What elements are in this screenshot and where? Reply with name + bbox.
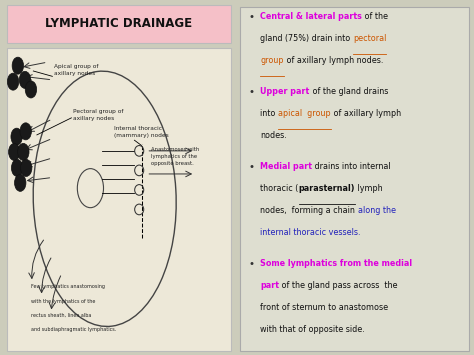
Text: Pectoral group of: Pectoral group of [73, 109, 123, 114]
Text: Anastomoses with: Anastomoses with [151, 147, 200, 152]
Circle shape [25, 81, 36, 98]
Circle shape [11, 128, 22, 145]
Text: (mammary) nodes: (mammary) nodes [114, 133, 169, 138]
Text: into: into [260, 109, 278, 118]
Text: axillary nodes: axillary nodes [54, 71, 95, 76]
Text: •: • [248, 162, 255, 172]
Text: Upper part: Upper part [260, 87, 310, 96]
Text: rectus sheath, linea alba: rectus sheath, linea alba [31, 313, 91, 318]
Text: lymphatics of the: lymphatics of the [151, 154, 197, 159]
FancyBboxPatch shape [7, 48, 231, 351]
Text: of axillary lymph: of axillary lymph [331, 109, 401, 118]
Text: Some lymphatics from the medial: Some lymphatics from the medial [260, 259, 412, 268]
Text: of the gland pass across  the: of the gland pass across the [279, 281, 398, 290]
Text: front of sternum to anastomose: front of sternum to anastomose [260, 303, 389, 312]
Circle shape [18, 143, 29, 160]
Circle shape [19, 71, 31, 88]
Text: parasternal): parasternal) [299, 184, 355, 193]
Text: axillary nodes: axillary nodes [73, 116, 114, 121]
Circle shape [9, 143, 20, 160]
Text: LYMPHATIC DRAINAGE: LYMPHATIC DRAINAGE [46, 17, 192, 29]
Text: Few lymphatics anastomosing: Few lymphatics anastomosing [31, 284, 105, 289]
Text: part: part [260, 281, 279, 290]
Text: group: group [260, 56, 284, 65]
Text: drains into internal: drains into internal [312, 162, 391, 171]
Text: •: • [248, 87, 255, 97]
Text: Apical group of: Apical group of [54, 64, 98, 69]
Text: nodes,  forming a chain: nodes, forming a chain [260, 206, 358, 215]
Text: with that of opposite side.: with that of opposite side. [260, 325, 365, 334]
Text: nodes.: nodes. [260, 131, 287, 140]
FancyBboxPatch shape [7, 5, 231, 43]
Text: of axillary lymph nodes.: of axillary lymph nodes. [284, 56, 383, 65]
Text: along the: along the [358, 206, 396, 215]
Circle shape [20, 159, 32, 176]
Text: of the: of the [362, 12, 388, 21]
Text: •: • [248, 12, 255, 22]
Text: with the lymphatics of the: with the lymphatics of the [31, 299, 95, 304]
Text: opposite breast.: opposite breast. [151, 161, 194, 166]
Text: Medial part: Medial part [260, 162, 312, 171]
Circle shape [15, 174, 26, 191]
Text: internal thoracic vessels.: internal thoracic vessels. [260, 228, 361, 237]
Text: Internal thoracic: Internal thoracic [114, 126, 162, 131]
Text: and subdiaphragmatic lymphatics.: and subdiaphragmatic lymphatics. [31, 327, 116, 332]
Text: •: • [248, 259, 255, 269]
Text: Central & lateral parts: Central & lateral parts [260, 12, 362, 21]
Text: lymph: lymph [355, 184, 383, 193]
Circle shape [20, 123, 31, 140]
Text: thoracic (: thoracic ( [260, 184, 299, 193]
Circle shape [11, 159, 23, 176]
Text: gland (75%) drain into: gland (75%) drain into [260, 34, 353, 43]
Circle shape [8, 73, 19, 90]
Text: apical  group: apical group [278, 109, 331, 118]
Circle shape [12, 57, 24, 74]
Text: of the gland drains: of the gland drains [310, 87, 388, 96]
FancyBboxPatch shape [240, 7, 469, 351]
Text: pectoral: pectoral [353, 34, 386, 43]
